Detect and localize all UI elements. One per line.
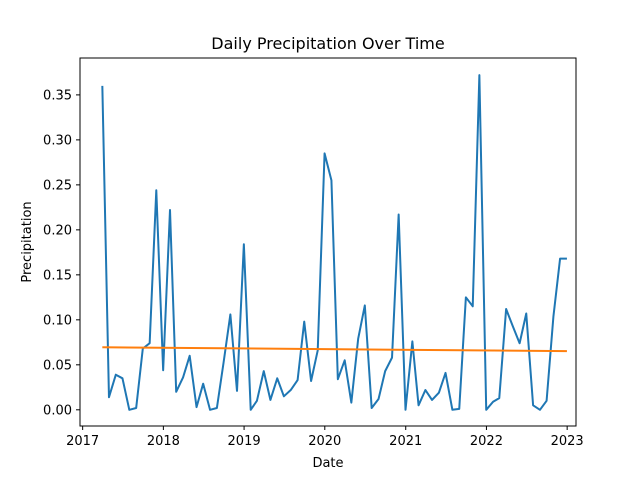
y-tick-label: 0.35 <box>43 88 72 103</box>
x-tick-label: 2021 <box>389 434 422 449</box>
precipitation-series-line <box>101 74 567 411</box>
x-tick-label: 2018 <box>147 434 180 449</box>
y-tick-label: 0.15 <box>43 268 72 283</box>
y-tick-label: 0.25 <box>43 178 72 193</box>
x-tick-label: 2022 <box>470 434 503 449</box>
x-tick-label: 2017 <box>66 434 99 449</box>
y-tick-label: 0.05 <box>43 358 72 373</box>
x-tick-label: 2019 <box>228 434 261 449</box>
y-tick-label: 0.10 <box>43 313 72 328</box>
x-axis-label: Date <box>312 456 343 471</box>
y-tick-label: 0.20 <box>43 223 72 238</box>
y-tick-label: 0.00 <box>43 403 72 418</box>
y-axis-label: Precipitation <box>20 201 35 282</box>
plot-frame <box>79 57 577 427</box>
chart-title: Daily Precipitation Over Time <box>211 34 444 53</box>
trend-line <box>102 346 567 353</box>
x-axis-ticks: 2017 2018 2019 2020 2021 2022 2023 <box>66 426 584 449</box>
y-tick-label: 0.30 <box>43 133 72 148</box>
x-tick-label: 2020 <box>308 434 341 449</box>
y-axis-ticks: 0.00 0.05 0.10 0.15 0.20 0.25 0.30 0.35 <box>43 88 80 418</box>
x-tick-label: 2023 <box>551 434 584 449</box>
plot-lines <box>101 74 567 411</box>
